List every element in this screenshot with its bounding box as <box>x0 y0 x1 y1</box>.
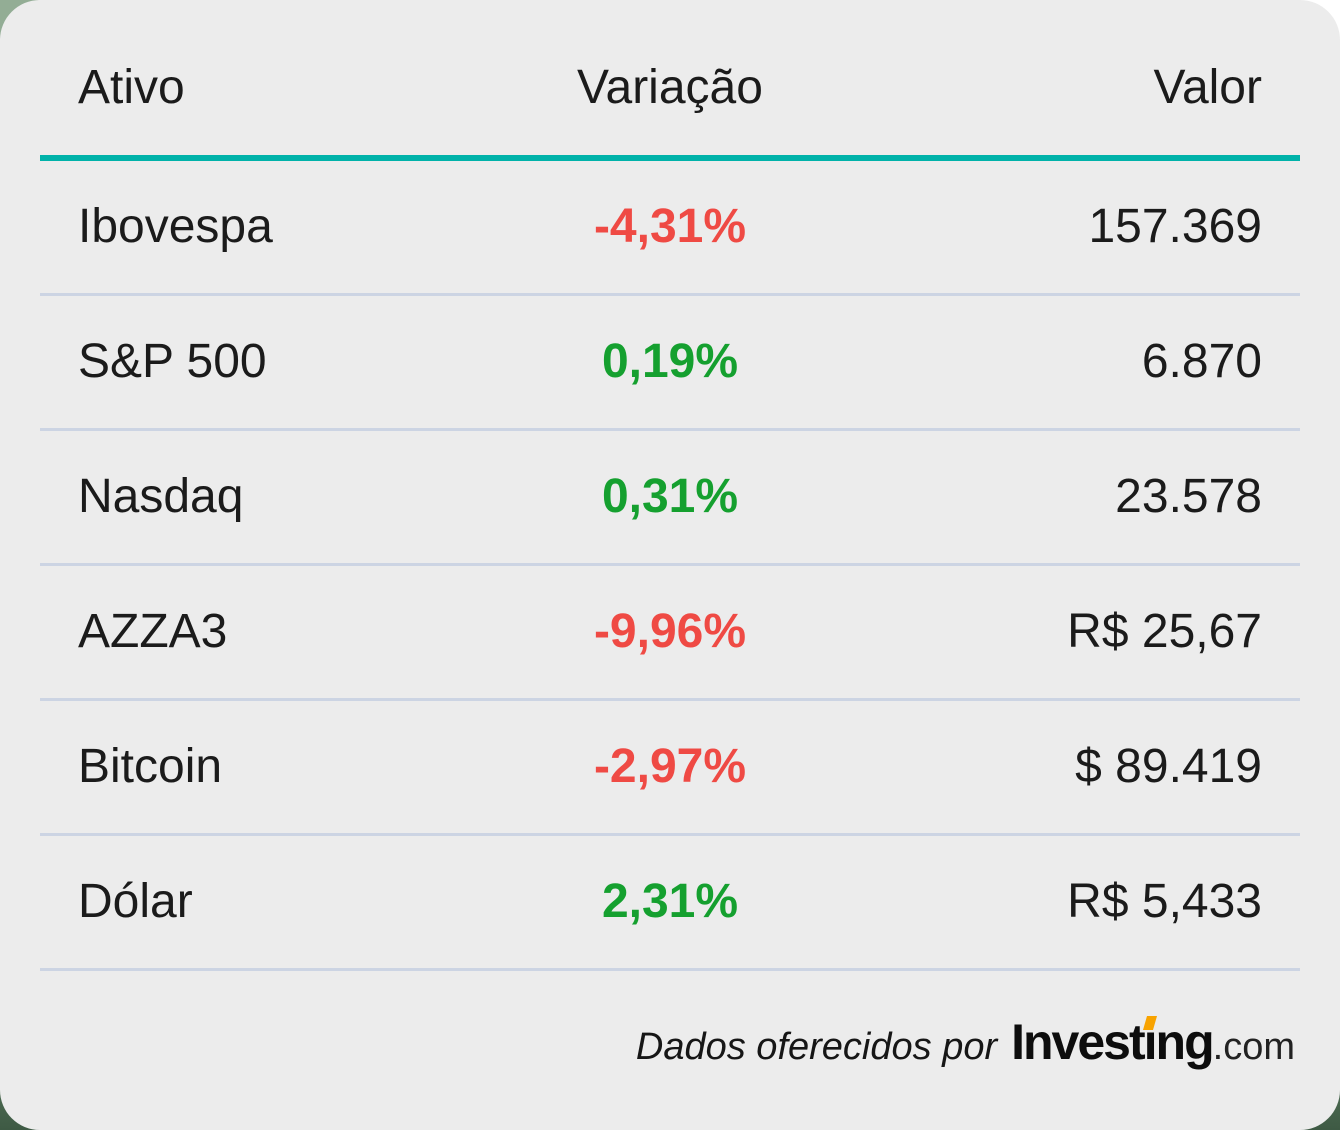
table-header: Ativo Variação Valor <box>0 0 1340 155</box>
variation-cell: 0,19% <box>601 335 739 388</box>
table-row-bitcoin: Bitcoin -2,97% $ 89.419 <box>0 701 1340 833</box>
value-cell: R$ 5,433 <box>1067 875 1262 928</box>
value-cell: 23.578 <box>1115 470 1262 523</box>
footer-credit-text: Dados oferecidos por <box>635 1026 998 1068</box>
variation-cell: -9,96% <box>593 605 747 658</box>
value-cell: $ 89.419 <box>1075 740 1262 793</box>
table-row-azza3: AZZA3 -9,96% R$ 25,67 <box>0 566 1340 698</box>
footer-credit: Dados oferecidos por Invest ıng.com <box>0 971 1340 1069</box>
asset-name: AZZA3 <box>78 605 228 658</box>
column-header-valor: Valor <box>1153 60 1262 114</box>
value-cell: 6.870 <box>1141 335 1262 388</box>
column-header-ativo: Ativo <box>78 60 185 114</box>
row-divider <box>40 968 1300 971</box>
variation-cell: -2,97% <box>593 740 747 793</box>
investing-logo: Invest ıng.com <box>1011 1014 1295 1070</box>
asset-name: S&P 500 <box>78 335 267 388</box>
asset-name: Bitcoin <box>78 740 223 793</box>
logo-suffix: .com <box>1212 1026 1295 1068</box>
value-cell: 157.369 <box>1088 200 1262 253</box>
variation-cell: 2,31% <box>601 875 739 928</box>
row-divider <box>40 563 1300 566</box>
asset-name: Dólar <box>78 875 193 928</box>
value-cell: R$ 25,67 <box>1067 605 1262 658</box>
logo-letter-i: ı <box>1142 1016 1158 1067</box>
asset-name: Nasdaq <box>78 470 244 523</box>
row-divider <box>40 833 1300 836</box>
logo-text-invest: Invest <box>1011 1014 1146 1070</box>
variation-cell: 0,31% <box>601 470 739 523</box>
table-row-sp500: S&P 500 0,19% 6.870 <box>0 296 1340 428</box>
column-header-variacao: Variação <box>577 60 763 114</box>
row-divider <box>40 428 1300 431</box>
row-divider <box>40 698 1300 701</box>
table-row-nasdaq: Nasdaq 0,31% 23.578 <box>0 431 1340 563</box>
table-row-ibovespa: Ibovespa -4,31% 157.369 <box>0 161 1340 293</box>
row-divider <box>40 293 1300 296</box>
header-divider-line <box>40 155 1300 161</box>
table-row-dolar: Dólar 2,31% R$ 5,433 <box>0 836 1340 968</box>
variation-cell: -4,31% <box>593 200 747 253</box>
logo-text-ng: ng <box>1155 1014 1215 1070</box>
asset-name: Ibovespa <box>78 200 273 253</box>
